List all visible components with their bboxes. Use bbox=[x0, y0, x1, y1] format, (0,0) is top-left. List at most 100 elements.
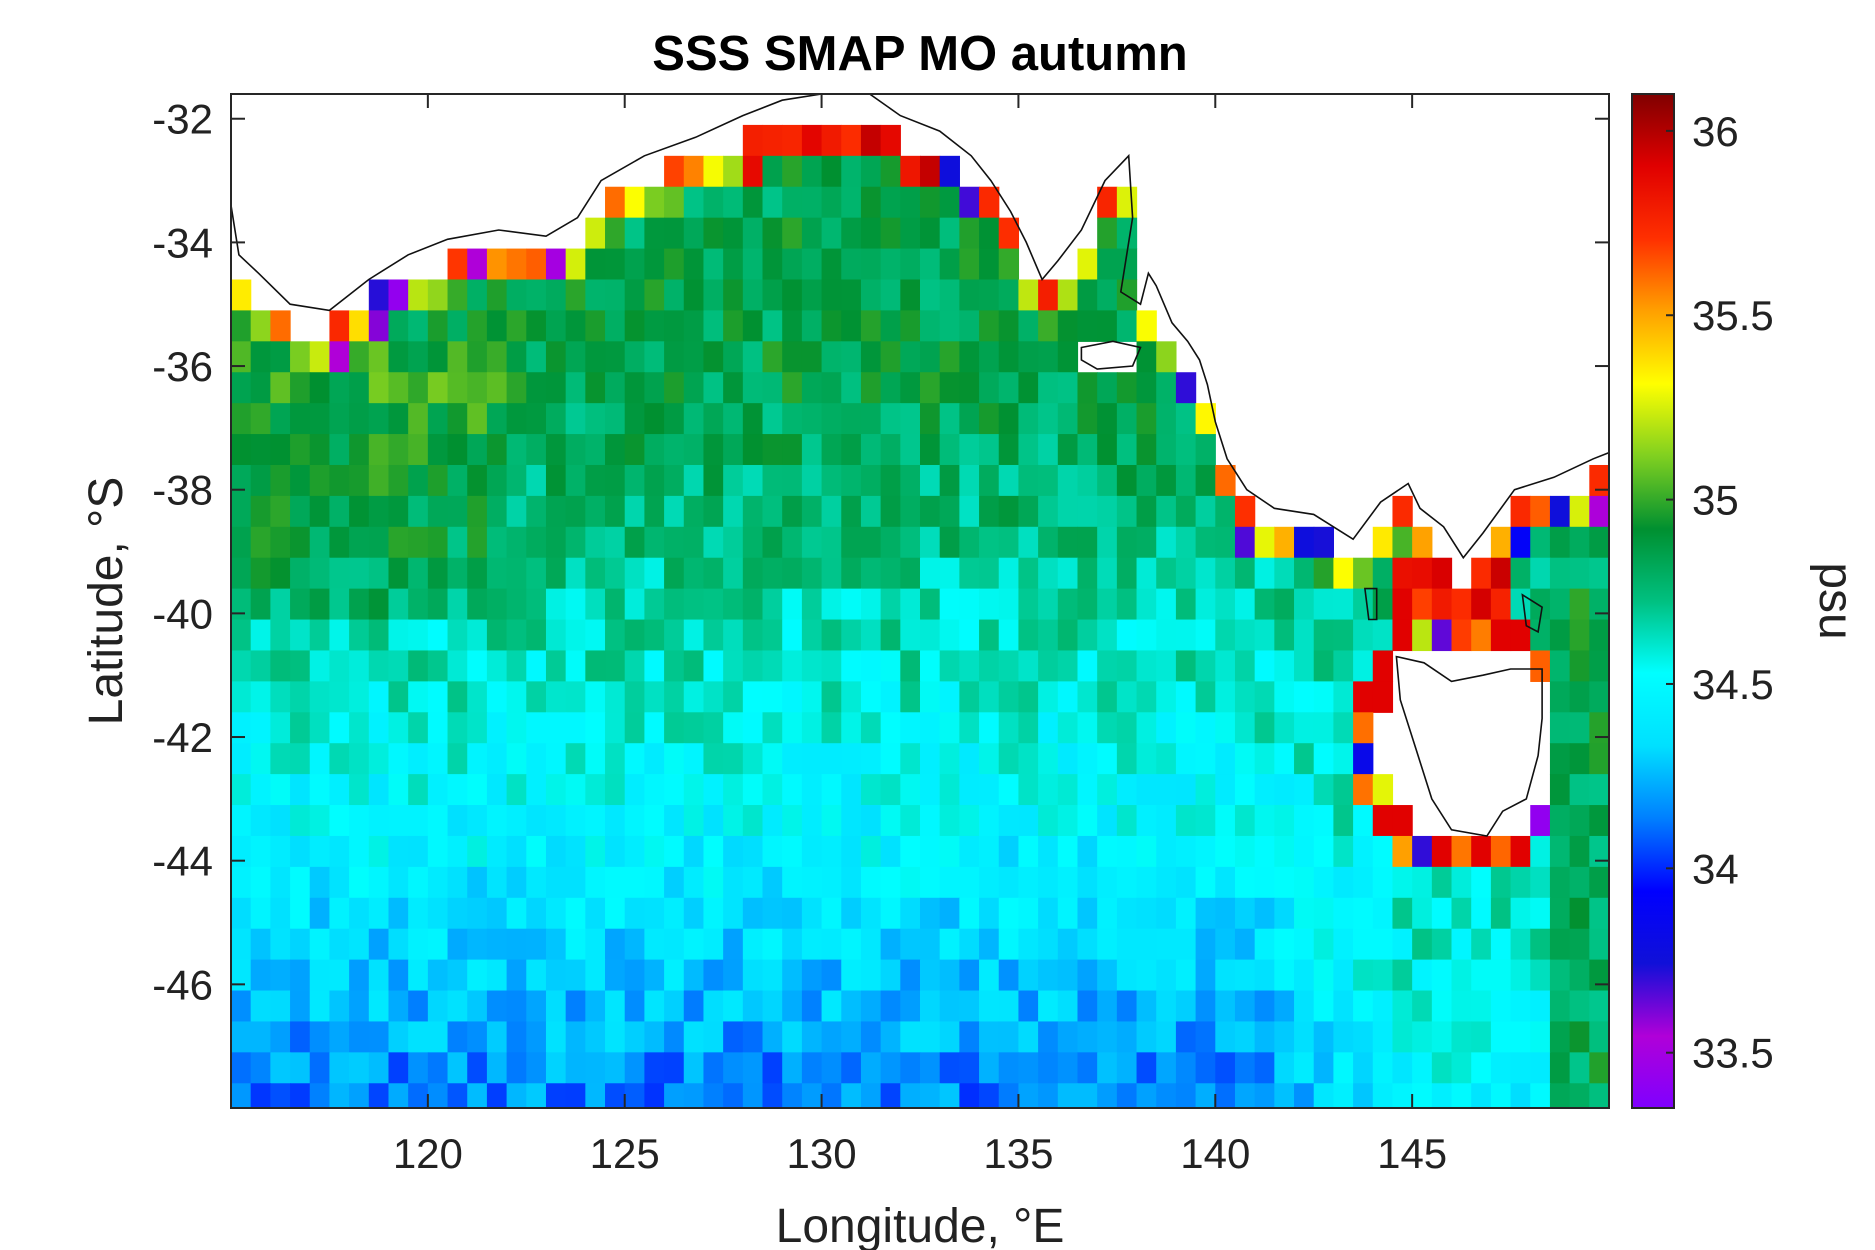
heatmap-cell bbox=[1175, 805, 1197, 837]
heatmap-cell bbox=[1274, 959, 1295, 992]
heatmap-cell bbox=[1038, 743, 1059, 775]
heatmap-cell bbox=[1274, 1052, 1295, 1084]
heatmap-cell bbox=[368, 835, 390, 868]
heatmap-cell bbox=[250, 557, 271, 590]
heatmap-cell bbox=[821, 279, 842, 311]
heatmap-cell bbox=[880, 712, 901, 744]
heatmap-cell bbox=[1313, 897, 1334, 930]
heatmap-cell bbox=[860, 155, 882, 188]
heatmap-cell bbox=[467, 928, 488, 961]
heatmap-cell bbox=[585, 434, 606, 466]
heatmap-cell bbox=[1490, 526, 1512, 559]
heatmap-cell bbox=[1195, 403, 1216, 435]
heatmap-cell bbox=[801, 1021, 823, 1053]
heatmap-cell bbox=[664, 990, 685, 1023]
heatmap-cell bbox=[1136, 1052, 1157, 1084]
heatmap-cell bbox=[1471, 619, 1492, 652]
colorbar-tick-label: 34 bbox=[1692, 845, 1739, 892]
heatmap-cell bbox=[309, 959, 331, 992]
heatmap-cell bbox=[979, 897, 1000, 930]
heatmap-cell bbox=[1490, 1052, 1512, 1084]
heatmap-cell bbox=[1156, 1083, 1177, 1108]
heatmap-cell bbox=[762, 495, 783, 528]
heatmap-cell bbox=[388, 557, 409, 590]
heatmap-cell bbox=[1018, 372, 1039, 404]
heatmap-cell bbox=[1353, 1052, 1374, 1084]
heatmap-cell bbox=[1392, 526, 1413, 559]
heatmap-cell bbox=[880, 743, 901, 775]
heatmap-cell bbox=[683, 588, 705, 621]
heatmap-cell bbox=[644, 464, 665, 497]
heatmap-cell bbox=[742, 526, 764, 559]
heatmap-cell bbox=[605, 217, 626, 250]
heatmap-cell bbox=[447, 712, 468, 744]
heatmap-cell bbox=[860, 959, 882, 992]
heatmap-cell bbox=[1412, 619, 1433, 652]
heatmap-cell bbox=[723, 774, 744, 806]
heatmap-cell bbox=[998, 866, 1020, 899]
heatmap-cell bbox=[408, 464, 429, 497]
heatmap-cell bbox=[624, 650, 645, 682]
heatmap-cell bbox=[703, 1052, 724, 1084]
heatmap-cell bbox=[368, 712, 390, 744]
heatmap-cell bbox=[959, 835, 980, 868]
heatmap-cell bbox=[900, 279, 921, 311]
heatmap-cell bbox=[821, 526, 842, 559]
colorbar-label: psu bbox=[1809, 562, 1862, 639]
heatmap-cell bbox=[762, 1052, 783, 1084]
heatmap-cell bbox=[920, 403, 941, 435]
heatmap-cell bbox=[526, 526, 547, 559]
heatmap-cell bbox=[250, 959, 271, 992]
heatmap-cell bbox=[1116, 557, 1138, 590]
heatmap-cell bbox=[880, 1052, 901, 1084]
heatmap-cell bbox=[1431, 959, 1453, 992]
heatmap-cell bbox=[1589, 588, 1609, 621]
heatmap-cell bbox=[998, 743, 1020, 775]
heatmap-cell bbox=[624, 897, 645, 930]
heatmap-cell bbox=[1372, 1052, 1394, 1084]
heatmap-cell bbox=[1195, 1052, 1216, 1084]
heatmap-cell bbox=[1077, 434, 1098, 466]
heatmap-cell bbox=[1313, 681, 1334, 713]
heatmap-cell bbox=[880, 619, 901, 652]
heatmap-cell bbox=[1018, 805, 1039, 837]
heatmap-cell bbox=[231, 1083, 252, 1108]
heatmap-cell bbox=[545, 464, 567, 497]
heatmap-cell bbox=[1431, 1083, 1453, 1108]
heatmap-cell bbox=[959, 650, 980, 682]
heatmap-cell bbox=[349, 526, 370, 559]
heatmap-cell bbox=[1372, 928, 1394, 961]
heatmap-cell bbox=[290, 1052, 311, 1084]
heatmap-cell bbox=[1254, 650, 1275, 682]
heatmap-cell bbox=[920, 372, 941, 404]
heatmap-cell bbox=[250, 526, 271, 559]
heatmap-cell bbox=[309, 588, 331, 621]
heatmap-cell bbox=[644, 279, 665, 311]
heatmap-cell bbox=[526, 495, 547, 528]
heatmap-cell bbox=[1412, 526, 1433, 559]
heatmap-cell bbox=[408, 866, 429, 899]
heatmap-cell bbox=[1097, 650, 1118, 682]
heatmap-cell bbox=[270, 897, 291, 930]
heatmap-cell bbox=[664, 588, 685, 621]
heatmap-cell bbox=[1274, 526, 1295, 559]
heatmap-cell bbox=[841, 1083, 862, 1108]
heatmap-cell bbox=[644, 248, 665, 281]
heatmap-cell bbox=[1136, 959, 1157, 992]
heatmap-cell bbox=[1136, 835, 1157, 868]
heatmap-cell bbox=[1294, 897, 1315, 930]
heatmap-cell bbox=[1018, 403, 1039, 435]
heatmap-cell bbox=[920, 835, 941, 868]
heatmap-cell bbox=[1234, 1052, 1256, 1084]
y-tick-label: -36 bbox=[152, 343, 213, 390]
heatmap-cell bbox=[880, 588, 901, 621]
heatmap-cell bbox=[900, 495, 921, 528]
heatmap-cell bbox=[900, 959, 921, 992]
heatmap-cell bbox=[565, 774, 586, 806]
heatmap-cell bbox=[427, 1083, 449, 1108]
heatmap-cell bbox=[585, 1083, 606, 1108]
heatmap-cell bbox=[742, 743, 764, 775]
king-island-coastline bbox=[1363, 587, 1378, 621]
heatmap-cell bbox=[1490, 619, 1512, 652]
heatmap-cell bbox=[1018, 310, 1039, 342]
